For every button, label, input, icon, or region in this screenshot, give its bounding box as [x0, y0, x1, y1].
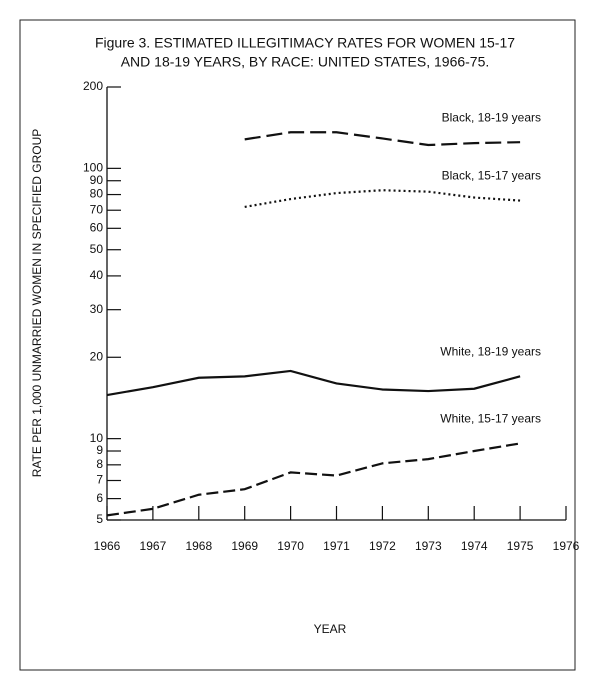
- x-tick-label: 1976: [553, 539, 580, 553]
- y-tick-label: 20: [90, 349, 104, 363]
- y-tick-label: 40: [90, 268, 104, 282]
- x-tick-label: 1973: [415, 539, 442, 553]
- series-line: [106, 369, 521, 397]
- y-tick-label: 7: [96, 473, 103, 487]
- x-axis-label: YEAR: [314, 622, 347, 636]
- y-tick-label: 50: [90, 242, 104, 256]
- series-line: [244, 131, 521, 147]
- y-tick-label: 5: [96, 512, 103, 526]
- y-axis-label: RATE PER 1,000 UNMARRIED WOMEN IN SPECIF…: [30, 129, 44, 478]
- chart-title: Figure 3. ESTIMATED ILLEGITIMACY RATES F…: [95, 35, 515, 51]
- chart-title: AND 18-19 YEARS, BY RACE: UNITED STATES,…: [121, 54, 490, 70]
- x-tick-label: 1970: [277, 539, 304, 553]
- y-tick-label: 90: [90, 173, 104, 187]
- x-tick-label: 1972: [369, 539, 396, 553]
- y-tick-label: 6: [96, 491, 103, 505]
- y-tick-label: 9: [96, 443, 103, 457]
- series-label: White, 18-19 years: [440, 345, 541, 359]
- y-tick-label: 60: [90, 220, 104, 234]
- y-tick-label: 80: [90, 187, 104, 201]
- x-tick-label: 1975: [507, 539, 534, 553]
- x-tick-label: 1967: [140, 539, 167, 553]
- x-tick-label: 1966: [94, 539, 121, 553]
- series-label: Black, 18-19 years: [442, 110, 541, 124]
- x-tick-label: 1969: [231, 539, 258, 553]
- y-tick-label: 70: [90, 202, 104, 216]
- y-tick-label: 10: [90, 431, 104, 445]
- x-tick-label: 1974: [461, 539, 488, 553]
- series-line: [106, 442, 521, 517]
- series-line: [244, 189, 521, 209]
- x-tick-label: 1971: [323, 539, 350, 553]
- y-tick-label: 200: [83, 79, 103, 93]
- series-label: White, 15-17 years: [440, 412, 541, 426]
- y-tick-label: 30: [90, 302, 104, 316]
- series-label: Black, 15-17 years: [442, 169, 541, 183]
- y-tick-label: 8: [96, 457, 103, 471]
- y-tick-label: 100: [83, 161, 103, 175]
- frame: [19, 19, 576, 671]
- x-tick-label: 1968: [185, 539, 212, 553]
